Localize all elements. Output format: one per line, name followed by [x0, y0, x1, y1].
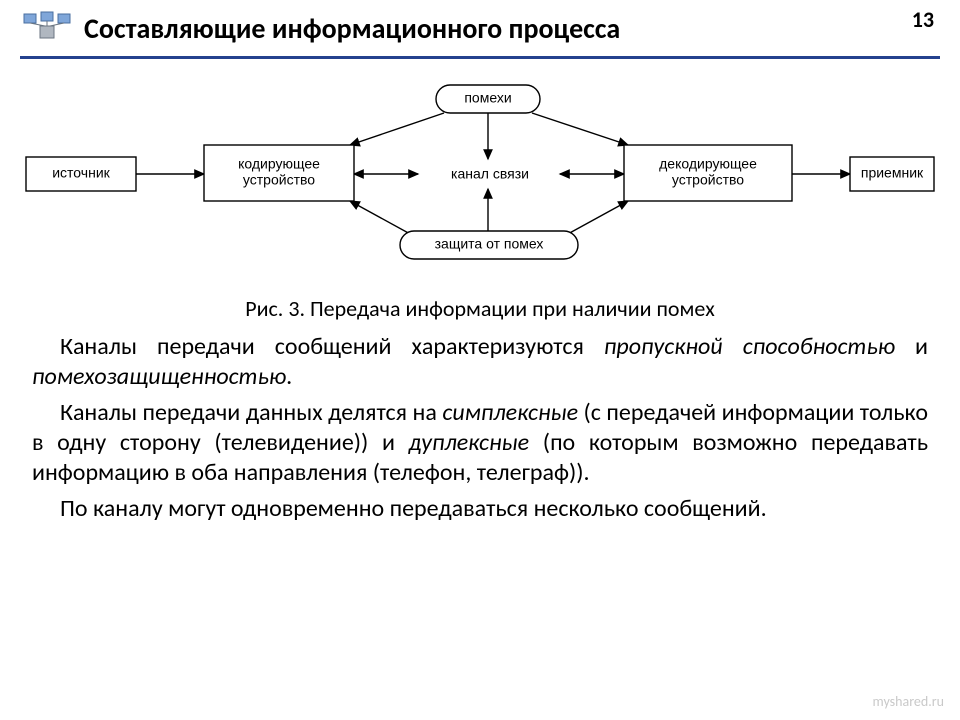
p1-text-a: Каналы передачи сообщений характеризуютс…: [60, 332, 604, 361]
p2-italic-1: симплексные: [442, 398, 578, 427]
svg-text:источник: источник: [52, 165, 110, 181]
p1-text-c: .: [286, 362, 292, 391]
p2-italic-2: дуплексные: [409, 428, 530, 457]
p1-text-b: и: [895, 332, 928, 361]
edge: [566, 201, 628, 235]
svg-text:приемник: приемник: [861, 165, 924, 181]
page-title: Составляющие информационного процесса: [84, 11, 940, 46]
paragraph-1: Каналы передачи сообщений характеризуютс…: [32, 332, 928, 392]
paragraph-3: По каналу могут одновременно передаватьс…: [32, 494, 928, 524]
title-row: Составляющие информационного процесса 13: [20, 10, 940, 46]
node-chan: канал связи: [451, 166, 529, 182]
node-src: источник: [26, 157, 136, 191]
node-rcv: приемник: [850, 157, 934, 191]
p1-italic-2: помехозащищенностью: [32, 362, 286, 391]
header: Составляющие информационного процесса 13: [0, 0, 960, 52]
edge: [350, 113, 444, 145]
page-number: 13: [912, 6, 934, 33]
flow-diagram: источниккодирующееустройствоканал связид…: [20, 77, 940, 277]
figure-caption: Рис. 3. Передача информации при наличии …: [0, 295, 960, 322]
body-text: Каналы передачи сообщений характеризуютс…: [0, 332, 960, 524]
paragraph-2: Каналы передачи данных делятся на симпле…: [32, 398, 928, 488]
diagram-svg: источниккодирующееустройствоканал связид…: [20, 77, 940, 277]
title-underline: [20, 56, 940, 59]
svg-text:канал связи: канал связи: [451, 166, 529, 182]
node-noise: помехи: [436, 85, 540, 113]
svg-text:устройство: устройство: [672, 172, 744, 188]
edge: [532, 113, 628, 145]
network-logo-icon: [20, 10, 74, 46]
svg-text:защита от помех: защита от помех: [435, 236, 544, 252]
p2-text-a: Каналы передачи данных делятся на: [60, 398, 442, 427]
svg-text:кодирующее: кодирующее: [238, 156, 320, 172]
watermark: myshared.ru: [873, 693, 944, 710]
svg-text:помехи: помехи: [464, 90, 511, 106]
node-dec: декодирующееустройство: [624, 145, 792, 201]
node-enc: кодирующееустройство: [204, 145, 354, 201]
svg-text:устройство: устройство: [243, 172, 315, 188]
edge: [350, 201, 412, 235]
node-prot: защита от помех: [400, 231, 578, 259]
svg-text:декодирующее: декодирующее: [659, 156, 757, 172]
p1-italic-1: пропускной способностью: [604, 332, 895, 361]
